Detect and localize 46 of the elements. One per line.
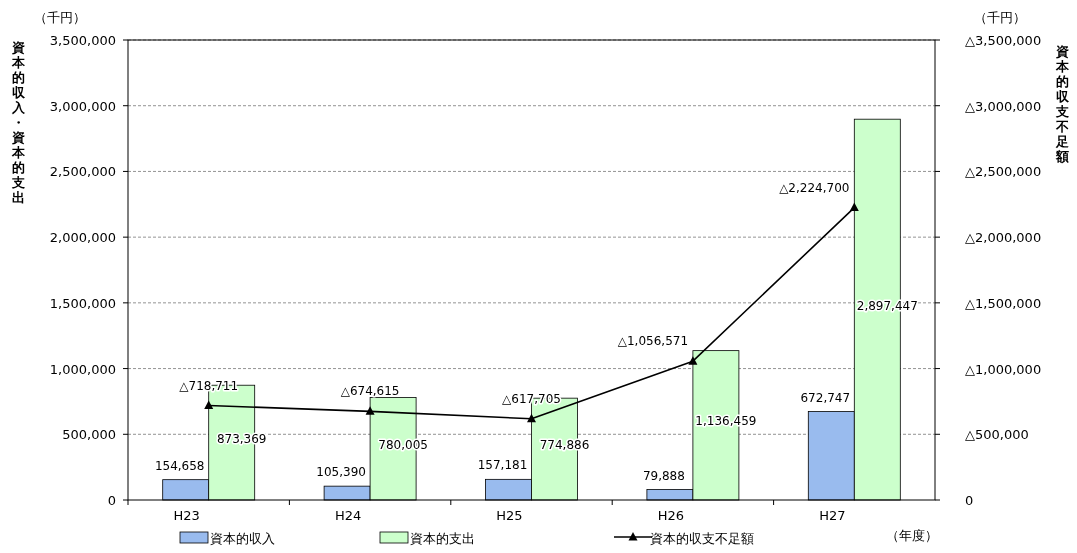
point (688, 356, 698, 365)
data-label: 79,888 (642, 468, 685, 483)
data-label: 780,005 (378, 437, 428, 452)
legend-label: 資本的収入 (210, 531, 275, 546)
x-axis-title: （年度） (886, 528, 938, 543)
data-label: 157,181 (477, 458, 528, 473)
x-tick-label: H24 (334, 508, 362, 523)
point (204, 400, 214, 410)
y-tick-label: 2,000,000 (49, 230, 116, 246)
data-label: 105,390 (316, 465, 366, 480)
x-tick-label: H26 (657, 508, 685, 523)
y2-axis-title: 資本的収支不足額 (1054, 44, 1070, 164)
data-label: △674,615 (340, 384, 400, 399)
data-label: △2,224,700 (779, 180, 850, 195)
legend-label: 資本的支出 (410, 531, 475, 546)
y2-tick-label: △2,000,000 (965, 230, 1042, 246)
y2-tick-label: 0 (965, 493, 974, 508)
y-tick-label: 1,000,000 (49, 361, 116, 377)
y2-tick-label: △1,000,000 (965, 361, 1042, 377)
x-tick-label: H23 (173, 508, 200, 523)
point (849, 202, 859, 212)
data-label: △617,705 (502, 391, 561, 406)
text: （千円） (34, 10, 86, 25)
y2-tick-label: △1,500,000 (965, 295, 1042, 311)
y-tick-label: 3,500,000 (49, 33, 116, 48)
y-tick-label: 3,000,000 (49, 98, 116, 114)
point (527, 413, 536, 423)
y2-tick-label: △500,000 (965, 427, 1029, 443)
text: 資本的収入・資本的支出 (11, 40, 25, 205)
y2-tick-label: △3,500,000 (965, 33, 1042, 48)
data-label: 154,658 (154, 458, 205, 473)
data-label: △1,056,571 (617, 334, 689, 349)
legend-label: 資本的収支不足額 (650, 531, 754, 546)
data-label: 1,136,459 (695, 414, 757, 429)
x-tick-label: H25 (496, 508, 523, 523)
data-label: 672,747 (800, 390, 851, 405)
y-tick-label: 0 (107, 493, 116, 508)
y-tick-label: 1,500,000 (49, 295, 116, 311)
data-label: △718,711 (179, 378, 239, 393)
text: （千円） (974, 10, 1026, 25)
y2-tick-label: △2,500,000 (965, 164, 1042, 180)
y-tick-label: 2,500,000 (49, 164, 116, 180)
y2-tick-label: △3,000,000 (965, 98, 1042, 114)
y-tick-label: 500,000 (62, 427, 116, 443)
x-tick-label: H27 (819, 508, 846, 523)
point (365, 406, 375, 415)
